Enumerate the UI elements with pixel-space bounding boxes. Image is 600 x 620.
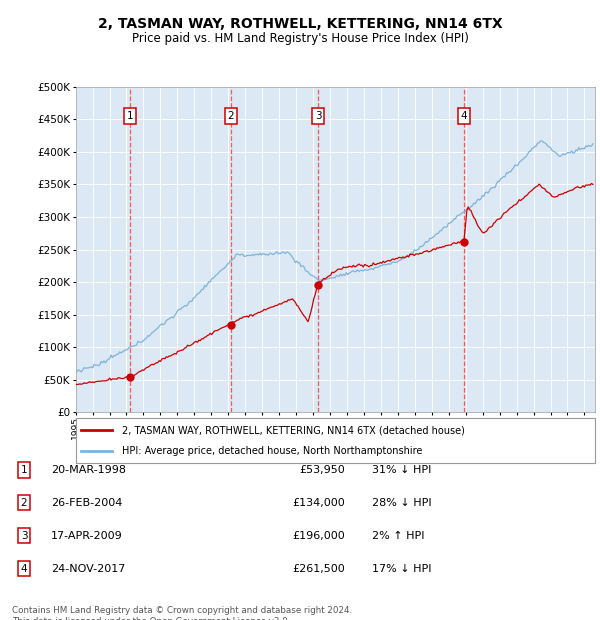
Text: 17% ↓ HPI: 17% ↓ HPI — [372, 564, 431, 574]
Text: £196,000: £196,000 — [292, 531, 345, 541]
Text: Contains HM Land Registry data © Crown copyright and database right 2024.
This d: Contains HM Land Registry data © Crown c… — [12, 606, 352, 620]
Text: 2, TASMAN WAY, ROTHWELL, KETTERING, NN14 6TX: 2, TASMAN WAY, ROTHWELL, KETTERING, NN14… — [98, 17, 502, 32]
Text: £53,950: £53,950 — [299, 465, 345, 475]
Text: 26-FEB-2004: 26-FEB-2004 — [51, 498, 122, 508]
Text: 20-MAR-1998: 20-MAR-1998 — [51, 465, 126, 475]
Text: 3: 3 — [314, 111, 321, 121]
Text: 31% ↓ HPI: 31% ↓ HPI — [372, 465, 431, 475]
Text: 4: 4 — [461, 111, 467, 121]
Text: 2: 2 — [227, 111, 234, 121]
Text: 2, TASMAN WAY, ROTHWELL, KETTERING, NN14 6TX (detached house): 2, TASMAN WAY, ROTHWELL, KETTERING, NN14… — [122, 425, 465, 435]
Text: 1: 1 — [20, 465, 28, 475]
Text: 1: 1 — [127, 111, 134, 121]
Text: 28% ↓ HPI: 28% ↓ HPI — [372, 498, 431, 508]
Text: £261,500: £261,500 — [292, 564, 345, 574]
Text: 2: 2 — [20, 498, 28, 508]
Text: 4: 4 — [20, 564, 28, 574]
Text: £134,000: £134,000 — [292, 498, 345, 508]
Text: Price paid vs. HM Land Registry's House Price Index (HPI): Price paid vs. HM Land Registry's House … — [131, 32, 469, 45]
Text: HPI: Average price, detached house, North Northamptonshire: HPI: Average price, detached house, Nort… — [122, 446, 422, 456]
Text: 24-NOV-2017: 24-NOV-2017 — [51, 564, 125, 574]
Text: 2% ↑ HPI: 2% ↑ HPI — [372, 531, 425, 541]
Text: 3: 3 — [20, 531, 28, 541]
Text: 17-APR-2009: 17-APR-2009 — [51, 531, 123, 541]
